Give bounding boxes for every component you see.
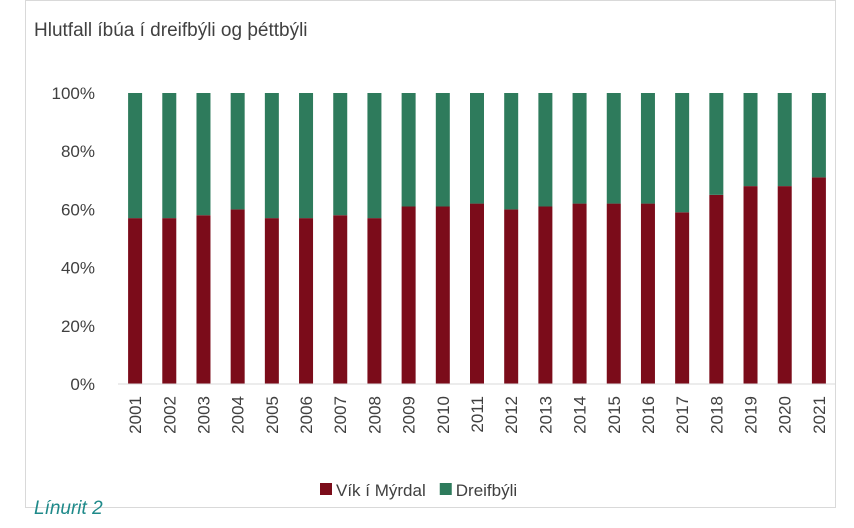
bar-segment <box>777 186 792 384</box>
bar-segment <box>640 93 655 204</box>
bar-segment <box>435 93 450 207</box>
bar-segment <box>709 93 724 195</box>
x-tick-label: 2010 <box>434 396 453 434</box>
bar-segment <box>606 93 621 204</box>
legend-swatch <box>320 483 332 495</box>
x-tick-label: 2004 <box>229 396 248 434</box>
bar-segment <box>128 93 143 219</box>
legend-label: Vík í Mýrdal <box>336 481 426 500</box>
x-tick-label: 2008 <box>365 396 384 434</box>
bar-segment <box>470 203 484 384</box>
y-tick-label: 0% <box>70 375 95 394</box>
chart-title: Hlutfall íbúa í dreifbýli og þéttbýli <box>34 20 308 41</box>
x-tick-label: 2003 <box>194 396 213 434</box>
bar-segment <box>299 93 314 219</box>
chart-frame <box>25 0 836 508</box>
x-tick-label: 2013 <box>536 396 555 434</box>
x-tick-label: 2007 <box>331 396 350 434</box>
bar-segment <box>538 206 553 384</box>
y-tick-label: 40% <box>61 259 95 278</box>
bar-segment <box>504 93 519 210</box>
bar-segment <box>264 218 279 384</box>
x-tick-label: 2002 <box>160 396 179 434</box>
bar-segment <box>811 93 826 178</box>
bar-segment <box>709 194 724 384</box>
bar-segment <box>128 218 143 384</box>
y-tick-label: 60% <box>61 200 95 219</box>
bar-segment <box>572 93 587 204</box>
legend-swatch <box>439 483 452 495</box>
bar-segment <box>470 93 484 204</box>
bar-segment <box>333 93 348 216</box>
bar-segment <box>230 93 245 210</box>
x-tick-label: 2016 <box>639 396 658 434</box>
y-tick-label: 100% <box>52 84 95 103</box>
caption: Línurit 2 <box>34 498 103 519</box>
bar-segment <box>811 177 826 384</box>
bar-segment <box>538 93 553 207</box>
x-tick-label: 2011 <box>468 396 487 433</box>
x-tick-label: 2021 <box>810 396 829 434</box>
x-tick-label: 2019 <box>742 396 761 434</box>
bar-segment <box>675 93 690 213</box>
bar-segment <box>743 93 758 187</box>
bar-segment <box>299 218 314 384</box>
bar-segment <box>162 93 177 219</box>
bar-segment <box>230 209 245 384</box>
x-tick-label: 2009 <box>400 396 419 434</box>
x-tick-label: 2005 <box>263 396 282 434</box>
bar-segment <box>777 93 792 187</box>
bar-segment <box>572 203 587 384</box>
x-tick-label: 2001 <box>126 396 145 434</box>
bar-segment <box>606 203 621 384</box>
bar-segment <box>504 209 519 384</box>
bar-segment <box>675 212 690 384</box>
x-tick-label: 2017 <box>673 396 692 434</box>
bar-segment <box>264 93 279 219</box>
bar-segment <box>333 215 348 384</box>
y-tick-label: 80% <box>61 142 95 161</box>
bar-segment <box>401 93 416 207</box>
legend-label: Dreifbýli <box>456 481 517 500</box>
bar-segment <box>367 93 382 219</box>
bar-segment <box>196 93 211 216</box>
x-tick-label: 2006 <box>297 396 316 434</box>
bar-segment <box>196 215 211 384</box>
bar-segment <box>367 218 382 384</box>
x-tick-label: 2012 <box>502 396 521 434</box>
bar-segment <box>435 206 450 384</box>
x-tick-label: 2018 <box>707 396 726 434</box>
x-tick-label: 2015 <box>605 396 624 434</box>
x-tick-label: 2020 <box>776 396 795 434</box>
x-tick-label: 2014 <box>571 396 590 434</box>
bar-segment <box>640 203 655 384</box>
bar-segment <box>162 218 177 384</box>
y-tick-label: 20% <box>61 317 95 336</box>
bar-segment <box>743 186 758 384</box>
bar-segment <box>401 206 416 384</box>
